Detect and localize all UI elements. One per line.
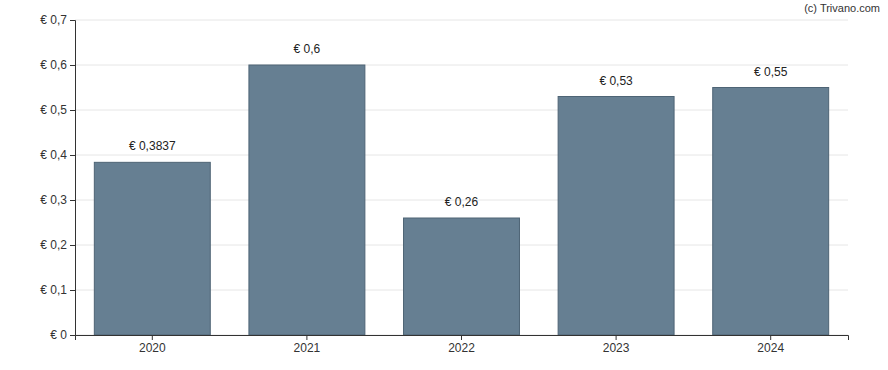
bar <box>94 162 210 335</box>
y-tick: € 0,6 <box>40 58 75 72</box>
x-tick-mark <box>306 335 307 340</box>
y-tick-mark <box>70 200 75 201</box>
bar <box>713 88 829 336</box>
x-tick-mark <box>770 335 771 340</box>
y-tick-label: € 0 <box>50 328 67 342</box>
x-tick-mark <box>461 335 462 340</box>
y-tick-mark <box>70 20 75 21</box>
data-label: € 0,26 <box>445 195 479 209</box>
x-tick: 2020 <box>139 335 166 355</box>
data-label: € 0,53 <box>599 74 633 88</box>
x-tick-label: 2021 <box>294 341 321 355</box>
y-tick-label: € 0,6 <box>40 58 67 72</box>
y-tick: € 0,7 <box>40 13 75 27</box>
y-tick-mark <box>70 335 75 336</box>
y-tick: € 0,2 <box>40 238 75 252</box>
bar <box>249 65 365 335</box>
plot: € 0 € 0,1 € 0,2 € 0,3 € 0,4 € 0,5 € 0,6 € 0,7 20… <box>40 13 848 354</box>
x-axis: 2020 2021 2022 2023 2024 <box>76 335 849 355</box>
x-tick: 2024 <box>757 335 784 355</box>
x-tick: 2023 <box>603 335 630 355</box>
data-label: € 0,55 <box>754 65 788 79</box>
grid-line <box>75 65 848 66</box>
x-tick-label: 2020 <box>139 341 166 355</box>
x-tick-label: 2022 <box>448 341 475 355</box>
chart: € 0 € 0,1 € 0,2 € 0,3 € 0,4 € 0,5 € 0,6 € 0,7 20… <box>0 0 888 370</box>
grid-line <box>75 20 848 21</box>
y-tick-mark <box>70 155 75 156</box>
y-tick-label: € 0,5 <box>40 103 67 117</box>
data-label: € 0,3837 <box>129 139 176 153</box>
y-tick-mark <box>70 245 75 246</box>
x-tick-mark <box>152 335 153 340</box>
y-tick-label: € 0,1 <box>40 283 67 297</box>
bars <box>94 65 828 335</box>
y-axis: € 0 € 0,1 € 0,2 € 0,3 € 0,4 € 0,5 € 0,6 € 0,7 <box>40 13 75 342</box>
y-tick-mark <box>70 110 75 111</box>
y-tick-label: € 0,2 <box>40 238 67 252</box>
data-label: € 0,6 <box>294 42 321 56</box>
x-tick-mark <box>616 335 617 340</box>
data-labels: € 0,3837 € 0,6 € 0,26 € 0,53 € 0,55 <box>129 42 788 209</box>
y-tick-mark <box>70 290 75 291</box>
y-tick-label: € 0,7 <box>40 13 67 27</box>
y-tick: € 0 <box>50 328 75 342</box>
y-tick-label: € 0,4 <box>40 148 67 162</box>
x-tick-label: 2023 <box>603 341 630 355</box>
y-tick: € 0,4 <box>40 148 75 162</box>
y-tick-mark <box>70 65 75 66</box>
bar <box>404 218 520 335</box>
y-axis-line <box>70 21 76 336</box>
annotation: (c) Trivano.com <box>804 2 880 14</box>
y-tick: € 0,3 <box>40 193 75 207</box>
x-tick: 2021 <box>294 335 321 355</box>
x-tick-label: 2024 <box>757 341 784 355</box>
bar <box>558 97 674 336</box>
y-tick: € 0,1 <box>40 283 75 297</box>
x-tick: 2022 <box>448 335 475 355</box>
y-tick-label: € 0,3 <box>40 193 67 207</box>
grid <box>75 20 848 335</box>
x-axis-line <box>76 336 849 341</box>
y-tick: € 0,5 <box>40 103 75 117</box>
